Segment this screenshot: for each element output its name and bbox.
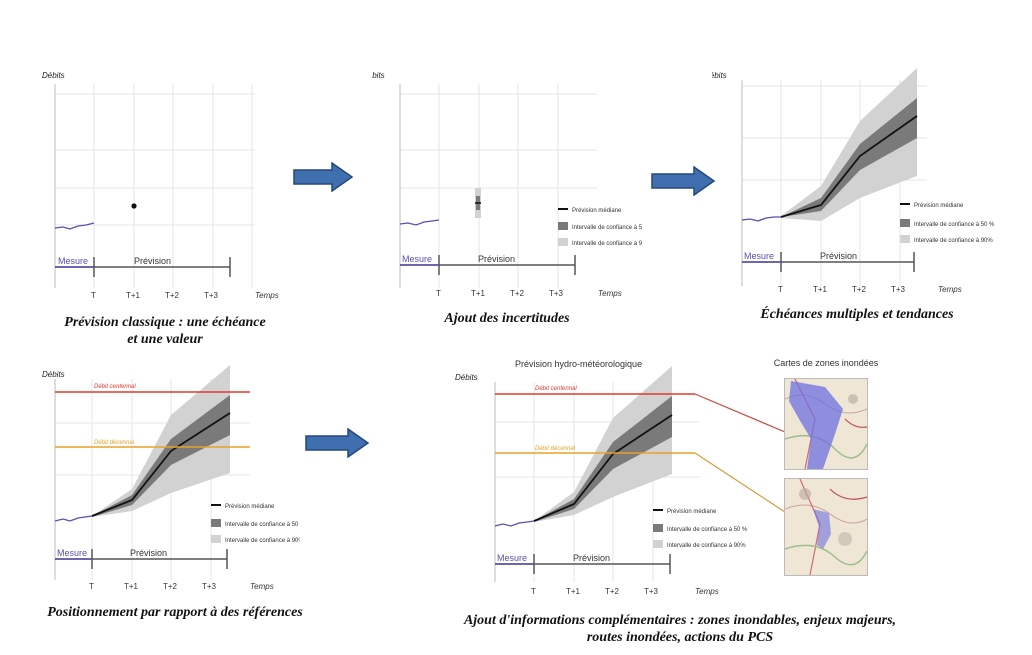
tick-T1: T+1 <box>126 291 141 300</box>
decennial-label: Débit décennal <box>94 440 135 446</box>
caption-classic: Prévision classique : une échéance et un… <box>64 315 266 347</box>
panel-classic: Débits Mesure Prévision T T+1 T+2 T+3 Te… <box>42 71 279 300</box>
measure-line <box>54 515 93 522</box>
caption-multiple-horizons: Échéances multiples et tendances <box>760 307 954 322</box>
legend-median: Prévision médiane <box>572 208 622 214</box>
x-axis-label: Temps <box>938 285 962 294</box>
tick-T2: T+2 <box>605 587 620 596</box>
measure-label: Mesure <box>58 256 88 266</box>
y-axis-label: Débits <box>42 370 65 379</box>
tick-T3: T+3 <box>202 582 217 591</box>
legend-ci50: Intervalle de confiance à 50 % <box>914 222 995 228</box>
legend-ci90: Intervalle de confiance à 90% <box>225 538 300 544</box>
ci50-band <box>534 396 672 522</box>
y-axis-label: Débits <box>42 71 65 80</box>
tick-T2: T+2 <box>163 582 178 591</box>
tick-T: T <box>89 582 94 591</box>
tick-T3: T+3 <box>549 289 564 298</box>
tick-T2: T+2 <box>165 291 180 300</box>
measure-label: Mesure <box>497 553 527 563</box>
panel5-title: Prévision hydro-météorologique <box>515 359 642 369</box>
arrow-right-icon <box>651 166 716 196</box>
legend-ci50: Intervalle de confiance à 50 % <box>572 225 642 231</box>
centennial-label: Débit centennal <box>535 386 577 392</box>
forecast-label: Prévision <box>134 256 171 266</box>
measure-line <box>54 222 95 230</box>
tick-T1: T+1 <box>813 285 828 294</box>
x-axis-label: Temps <box>255 291 279 300</box>
forecast-label: Prévision <box>478 254 515 264</box>
caption-complementary: Ajout d'informations complémentaires : z… <box>463 613 897 645</box>
tick-T: T <box>778 285 783 294</box>
arrow-right-icon <box>305 428 370 458</box>
legend-ci90: Intervalle de confiance à 90% <box>667 543 746 549</box>
measure-line <box>399 219 440 226</box>
y-axis-label: Débits <box>712 71 727 80</box>
tick-T1: T+1 <box>471 289 486 298</box>
measure-line <box>741 216 781 222</box>
forecast-label: Prévision <box>573 553 610 563</box>
panel-uncertainty: Débits Prévision médiane Intervalle de c… <box>372 71 642 298</box>
forecast-point <box>131 203 137 209</box>
tick-T: T <box>531 587 536 596</box>
measure-label: Mesure <box>744 251 774 261</box>
legend-ci90: Intervalle de confiance à 90% <box>572 241 642 247</box>
legend-median: Prévision médiane <box>914 203 964 209</box>
tick-T3: T+3 <box>204 291 219 300</box>
ci50-band <box>781 98 917 217</box>
tick-T2: T+2 <box>510 289 525 298</box>
caption-uncertainty: Ajout des incertitudes <box>444 311 570 326</box>
legend-ci90: Intervalle de confiance à 90% <box>914 238 993 244</box>
legend-ci50: Intervalle de confiance à 50 % <box>225 522 300 528</box>
median-line <box>533 414 673 522</box>
tick-T3: T+3 <box>891 285 906 294</box>
tick-T1: T+1 <box>566 587 581 596</box>
tick-T3: T+3 <box>644 587 659 596</box>
tick-T: T <box>436 289 441 298</box>
ci50-band <box>92 395 230 517</box>
decennial-label: Débit décennal <box>535 446 576 452</box>
ci90-band <box>534 366 672 522</box>
y-axis-label: Débits <box>455 373 478 382</box>
x-axis-label: Temps <box>598 289 622 298</box>
ci90-band <box>92 365 230 517</box>
legend-median: Prévision médiane <box>225 504 275 510</box>
panel-multiple-horizons: Débits Prévision médiane Intervalle de c… <box>712 68 995 294</box>
arrow-right-icon <box>293 162 354 192</box>
measure-label: Mesure <box>402 254 432 264</box>
x-axis-label: Temps <box>695 587 719 596</box>
tick-T2: T+2 <box>852 285 867 294</box>
maps-title: Cartes de zones inondées <box>773 358 879 368</box>
flood-map-centennial <box>784 378 868 470</box>
ci90-band <box>781 68 917 221</box>
flood-zone <box>813 509 831 549</box>
median-line <box>91 412 231 517</box>
legend-ci50: Intervalle de confiance à 50 % <box>667 527 748 533</box>
median-line <box>780 115 918 218</box>
flood-map-decennial <box>784 478 868 576</box>
tick-T: T <box>91 291 96 300</box>
legend-median: Prévision médiane <box>667 509 717 515</box>
panel-complementary: Prévision hydro-météorologique Débits Dé… <box>455 359 785 596</box>
x-axis-label: Temps <box>250 582 274 591</box>
tick-T1: T+1 <box>124 582 139 591</box>
measure-line <box>494 520 535 527</box>
forecast-label: Prévision <box>130 548 167 558</box>
measure-label: Mesure <box>57 548 87 558</box>
forecast-label: Prévision <box>820 251 857 261</box>
y-axis-label: Débits <box>372 71 385 80</box>
centennial-label: Débit centennal <box>94 384 136 390</box>
caption-references: Positionnement par rapport à des référen… <box>47 605 303 620</box>
flood-zone <box>789 381 843 469</box>
panel-references: Débits Débit centennal Débit décennal Pr… <box>42 365 300 591</box>
